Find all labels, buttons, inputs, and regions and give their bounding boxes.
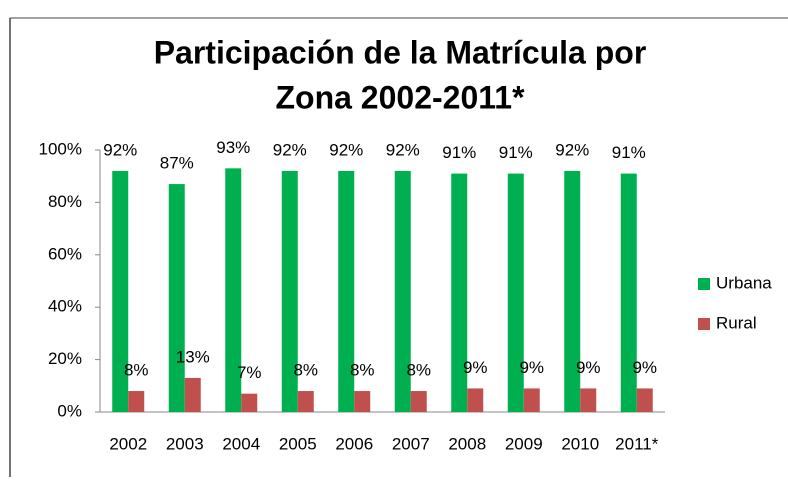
legend-label: Rural bbox=[716, 313, 757, 332]
value-label: 92% bbox=[386, 140, 420, 159]
chart-title: Participación de la Matrícula por bbox=[154, 34, 647, 70]
bar bbox=[410, 391, 427, 412]
value-label: 92% bbox=[103, 140, 137, 159]
bar bbox=[112, 170, 129, 412]
value-label: 9% bbox=[632, 358, 657, 377]
bar bbox=[451, 173, 468, 412]
value-label: 8% bbox=[406, 361, 431, 380]
bar bbox=[225, 168, 242, 412]
value-label: 13% bbox=[176, 347, 210, 366]
legend-swatch bbox=[698, 278, 710, 290]
bar bbox=[523, 388, 540, 412]
x-tick-label: 2009 bbox=[505, 434, 543, 453]
x-tick-label: 2010 bbox=[561, 434, 599, 453]
bar bbox=[128, 391, 145, 412]
legend-label: Urbana bbox=[716, 273, 772, 292]
y-tick-label: 100% bbox=[39, 139, 82, 158]
bar bbox=[354, 391, 371, 412]
value-label: 91% bbox=[612, 143, 646, 162]
bar bbox=[620, 173, 637, 412]
bar bbox=[507, 173, 524, 412]
x-tick-label: 2006 bbox=[335, 434, 373, 453]
bar bbox=[281, 170, 298, 412]
x-tick-label: 2011* bbox=[615, 434, 659, 453]
value-label: 8% bbox=[350, 361, 375, 380]
x-tick-label: 2005 bbox=[279, 434, 317, 453]
bar bbox=[184, 377, 201, 412]
value-label: 91% bbox=[442, 143, 476, 162]
value-label: 8% bbox=[124, 361, 149, 380]
value-label: 9% bbox=[463, 358, 488, 377]
x-tick-label: 2004 bbox=[222, 434, 260, 453]
x-tick-label: 2008 bbox=[448, 434, 486, 453]
y-tick-label: 40% bbox=[48, 297, 82, 316]
y-tick-label: 60% bbox=[48, 244, 82, 263]
value-label: 9% bbox=[519, 358, 544, 377]
value-label: 92% bbox=[329, 140, 363, 159]
bar bbox=[241, 393, 258, 412]
bar bbox=[580, 388, 597, 412]
bar bbox=[338, 170, 355, 412]
value-label: 92% bbox=[273, 140, 307, 159]
y-tick-label: 80% bbox=[48, 192, 82, 211]
bar bbox=[467, 388, 484, 412]
bar bbox=[297, 391, 314, 412]
bar bbox=[564, 170, 581, 412]
y-tick-label: 20% bbox=[48, 349, 82, 368]
bar bbox=[168, 184, 185, 412]
bar bbox=[636, 388, 653, 412]
chart-title: Zona 2002-2011* bbox=[275, 79, 525, 115]
value-label: 92% bbox=[555, 140, 589, 159]
x-tick-label: 2002 bbox=[109, 434, 147, 453]
x-tick-label: 2007 bbox=[392, 434, 430, 453]
value-label: 93% bbox=[216, 138, 250, 157]
value-label: 8% bbox=[293, 361, 318, 380]
x-tick-label: 2003 bbox=[166, 434, 204, 453]
value-label: 87% bbox=[160, 154, 194, 173]
bar bbox=[394, 170, 411, 412]
value-label: 9% bbox=[576, 358, 601, 377]
value-label: 91% bbox=[499, 143, 533, 162]
value-label: 7% bbox=[237, 363, 262, 382]
y-tick-label: 0% bbox=[57, 401, 82, 420]
legend-swatch bbox=[698, 318, 710, 330]
